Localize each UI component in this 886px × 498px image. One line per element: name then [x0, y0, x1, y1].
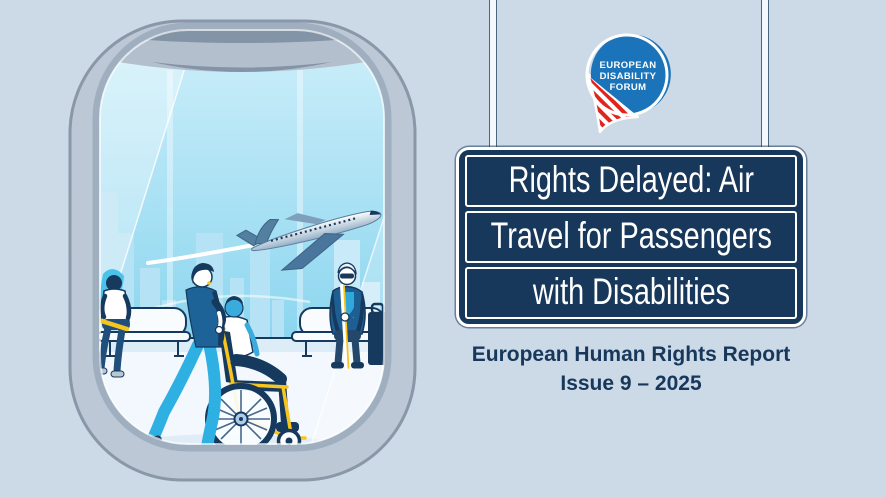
sign-post-left	[489, 0, 497, 150]
title-sign: Rights Delayed: Air Travel for Passenger…	[456, 147, 806, 327]
sign-row-1: Rights Delayed: Air	[465, 155, 797, 207]
edf-logo-stripes-tail	[586, 72, 640, 134]
sign-post-right	[761, 0, 769, 150]
subtitle-line-2: Issue 9 – 2025	[560, 372, 702, 395]
title-line-1: Rights Delayed: Air	[508, 159, 754, 200]
white-cane-icon	[340, 284, 350, 370]
sign-row-3: with Disabilities	[465, 267, 797, 319]
window-inner-ring	[92, 22, 392, 452]
subtitle: European Human Rights Report Issue 9 – 2…	[438, 340, 824, 398]
seated-woman-with-crutch	[96, 268, 132, 378]
suitcase-icon	[368, 312, 387, 365]
logo-line-3: FORUM	[610, 82, 647, 93]
edf-logo-bubble	[590, 34, 671, 114]
blind-man-with-white-cane	[329, 262, 387, 370]
logo-line-1: EUROPEAN	[599, 60, 656, 71]
airplane-window-illustration	[68, 19, 417, 482]
title-line-2: Travel for Passengers	[490, 215, 772, 256]
subtitle-line-1: European Human Rights Report	[471, 343, 791, 366]
title-line-3: with Disabilities	[532, 271, 730, 312]
window-glass-scene	[96, 26, 388, 448]
airplane-icon	[235, 210, 382, 271]
logo-line-2: DISABILITY	[600, 71, 657, 82]
sign-row-2: Travel for Passengers	[465, 211, 797, 263]
contrail	[146, 243, 256, 265]
edf-logo: EUROPEAN DISABILITY FORUM	[585, 33, 671, 134]
